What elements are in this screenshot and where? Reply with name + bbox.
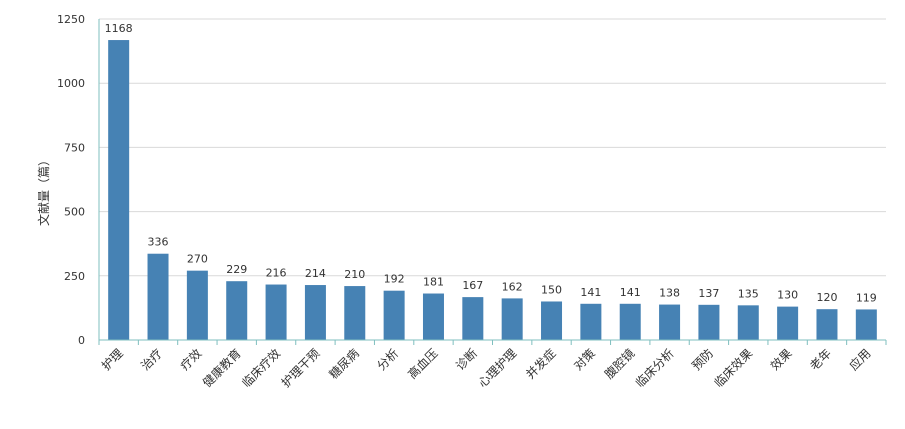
bar — [619, 303, 641, 340]
data-label: 1168 — [105, 22, 133, 35]
bar — [108, 40, 130, 341]
y-tick-label: 250 — [64, 270, 85, 283]
data-label: 150 — [541, 283, 562, 296]
bar — [777, 306, 799, 340]
x-category-label: 疗效 — [177, 346, 205, 374]
bars — [108, 40, 877, 341]
x-category-label: 预防 — [688, 346, 716, 374]
data-label: 216 — [266, 267, 287, 280]
bar — [659, 304, 681, 340]
x-category-label: 护理干预 — [279, 346, 323, 390]
x-category-label: 分析 — [374, 346, 401, 373]
x-category-label: 临床疗效 — [239, 346, 284, 391]
data-label: 141 — [620, 286, 641, 299]
x-category-label: 对策 — [571, 346, 598, 373]
x-category-label: 效果 — [767, 346, 795, 374]
bar — [265, 284, 287, 340]
x-category-label: 治疗 — [138, 346, 165, 373]
data-label: 141 — [580, 286, 601, 299]
x-category-label: 高血压 — [405, 346, 441, 382]
data-label: 270 — [187, 253, 208, 266]
bar — [344, 286, 366, 340]
x-category-label: 护理 — [99, 346, 126, 373]
data-labels: 1168 336 270 229 216 214 210 192 181 167 162 150 141… — [105, 22, 877, 304]
bar — [383, 290, 405, 340]
bar — [541, 301, 563, 340]
x-category-label: 应用 — [846, 346, 874, 374]
data-label: 336 — [148, 236, 169, 249]
x-category-label: 老年 — [807, 346, 834, 373]
x-category-label: 并发症 — [523, 346, 559, 382]
grid-lines — [99, 18, 886, 277]
y-axis-title: 文献量（篇） — [36, 154, 51, 226]
data-label: 135 — [738, 287, 759, 300]
bar — [226, 281, 248, 340]
axes — [98, 19, 887, 345]
data-label: 130 — [777, 289, 798, 302]
bar — [737, 305, 759, 340]
data-label: 167 — [462, 279, 483, 292]
bar — [186, 270, 208, 340]
data-label: 119 — [856, 291, 877, 304]
bar — [698, 304, 720, 340]
data-label: 137 — [698, 287, 719, 300]
bar — [501, 298, 523, 340]
data-label: 192 — [384, 273, 405, 286]
data-label: 120 — [816, 291, 837, 304]
data-label: 229 — [226, 263, 247, 276]
x-category-label: 健康教育 — [199, 346, 244, 391]
data-label: 138 — [659, 287, 680, 300]
y-tick-label: 1250 — [57, 13, 85, 26]
data-label: 162 — [502, 280, 523, 293]
x-category-label: 诊断 — [452, 346, 480, 374]
x-category-label: 心理护理 — [475, 346, 519, 390]
y-tick-label: 1000 — [57, 77, 85, 90]
bar — [816, 309, 838, 340]
x-category-label: 糖尿病 — [326, 346, 362, 382]
bar — [304, 285, 326, 340]
bar — [855, 309, 877, 340]
y-tick-label: 750 — [64, 141, 85, 154]
bar — [580, 303, 602, 340]
data-label: 214 — [305, 267, 326, 280]
y-tick-labels: 0 250 500 750 1000 1250 — [57, 13, 85, 347]
y-tick-label: 0 — [78, 334, 85, 347]
x-category-label: 腹腔镜 — [601, 346, 637, 382]
x-category-label: 临床效果 — [711, 346, 756, 391]
data-label: 210 — [344, 268, 365, 281]
bar — [422, 293, 444, 340]
bar — [462, 297, 484, 340]
x-category-label: 临床分析 — [633, 346, 677, 390]
bar — [147, 253, 169, 340]
data-label: 181 — [423, 276, 444, 289]
y-tick-label: 500 — [64, 206, 85, 219]
